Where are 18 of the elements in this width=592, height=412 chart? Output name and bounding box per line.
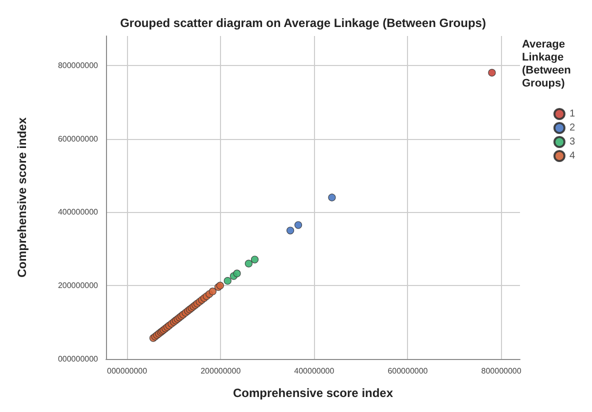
x-tick-label: 600000000 [388,366,428,376]
x-axis-title: Comprehensive score index [232,386,394,400]
y-tick-label: 200000000 [58,281,99,290]
y-axis-title: Comprehensive score index [15,117,29,278]
y-tick-label: 600000000 [58,134,99,144]
legend-label: 1 [569,108,576,120]
legend-label: 3 [569,136,576,148]
y-tick-label: 800000000 [58,60,99,70]
chart-title: Grouped scatter diagram on Average Linkage (Between Groups) [120,16,486,30]
legend-label: 4 [569,150,576,162]
x-tick-label: 000000000 [107,366,148,376]
x-tick-label: 400000000 [294,366,335,376]
x-tick-label: 800000000 [481,366,522,376]
legend-title: Average Linkage (Between Groups) [522,38,574,90]
y-tick-label: 000000000 [58,354,99,364]
legend-label: 2 [569,122,576,134]
x-tick-label: 200000000 [200,366,242,376]
y-tick-label: 400000000 [58,208,99,217]
